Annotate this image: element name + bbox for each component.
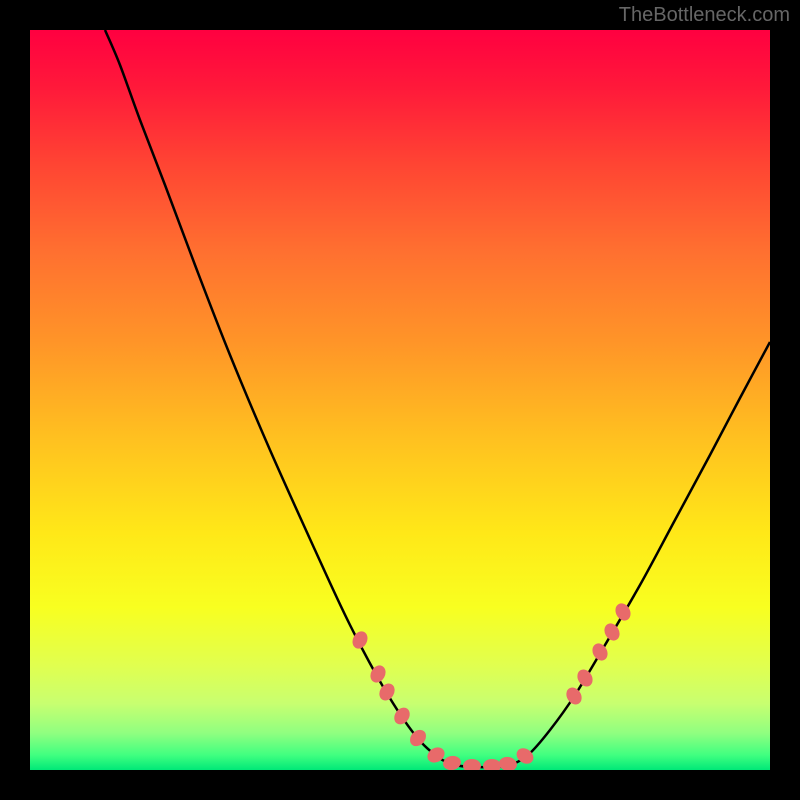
watermark-text: TheBottleneck.com xyxy=(619,4,790,27)
markers-group xyxy=(350,601,634,770)
marker-point xyxy=(463,759,481,770)
marker-point xyxy=(574,667,595,690)
marker-point xyxy=(589,641,610,664)
marker-point xyxy=(514,745,537,767)
marker-point xyxy=(376,681,397,704)
marker-point xyxy=(442,754,463,770)
marker-point xyxy=(601,621,622,644)
curve-path xyxy=(105,30,770,767)
marker-point xyxy=(483,759,501,770)
marker-point xyxy=(563,685,584,708)
marker-point xyxy=(391,705,413,728)
plot-area xyxy=(30,30,770,770)
bottleneck-curve xyxy=(30,30,770,770)
